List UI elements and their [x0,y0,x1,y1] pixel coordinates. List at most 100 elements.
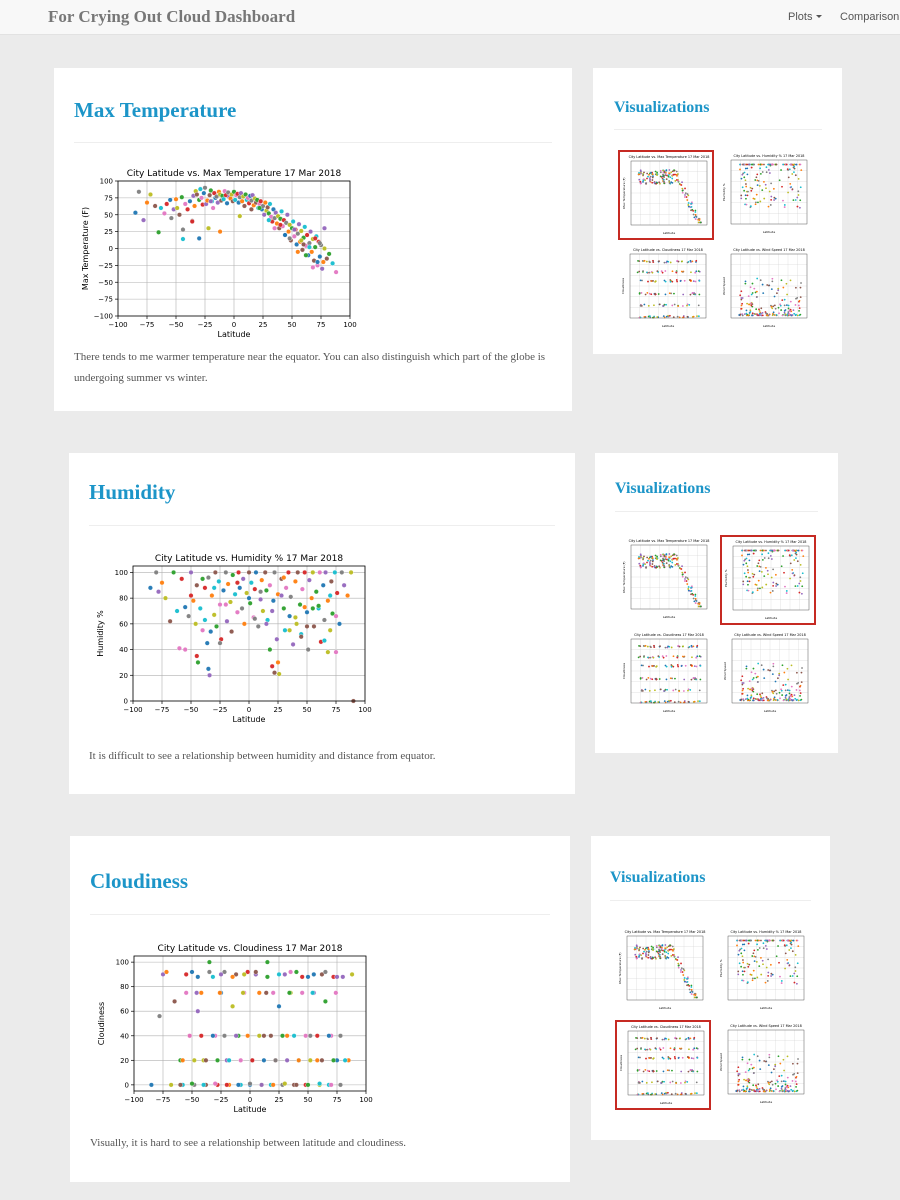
thumbnail-point [759,694,762,697]
thumbnail-point [668,553,671,555]
thumbnail-point [796,205,799,208]
thumbnail-point [746,173,749,176]
data-point [258,589,264,595]
section-heading: Cloudiness [90,869,189,893]
thumbnail-point [778,691,781,694]
thumbnail-point [649,677,652,680]
thumbnail-point [660,947,663,950]
thumbnail-point [796,1072,799,1074]
thumbnail-point [692,280,695,282]
thumbnail-point [741,683,744,686]
thumbnail-point [659,175,662,178]
data-point [274,636,280,642]
thumbnail-point [786,1076,789,1079]
comparison-link[interactable]: Comparison [840,11,900,23]
thumbnail-temperature[interactable]: City Latitude vs. Max Temperature 17 Mar… [619,535,715,625]
thumbnail-point [798,307,801,310]
thumbnail-chart: City Latitude vs. Cloudiness 17 Mar 2018… [621,248,707,328]
thumbnail-point [753,1053,756,1056]
cloudiness-card: Cloudiness City Latitude vs. Cloudiness … [70,836,570,1182]
thumbnail-point [738,314,741,316]
thumbnail-point [774,689,777,692]
thumbnail-point [680,962,682,965]
thumbnail-point [765,948,768,950]
thumbnail-cloudiness[interactable]: City Latitude vs. Cloudiness 17 Mar 2018… [619,629,715,719]
thumbnail-point [779,939,782,942]
thumbnail-point [694,602,697,604]
thumbnail-point [772,1089,775,1092]
thumbnail-point [677,665,679,668]
y-tick-label: 80 [120,983,129,991]
thumbnail-point [659,171,662,174]
thumbnail-humidity[interactable]: City Latitude vs. Humidity % 17 Mar 2018… [720,535,816,625]
thumbnail-point [690,986,693,988]
data-point [153,569,159,575]
thumbnail-point [643,303,646,306]
data-point [263,621,269,627]
thumbnail-wind[interactable]: City Latitude vs. Wind Speed 17 Mar 2018… [716,1020,812,1110]
thumbnail-point [638,555,640,558]
brand-title[interactable]: For Crying Out Cloud Dashboard [48,7,296,26]
thumbnail-humidity[interactable]: City Latitude vs. Humidity % 17 Mar 2018… [719,150,815,240]
data-point [212,1081,218,1087]
thumbnail-point [746,302,749,305]
thumbnail-point [668,169,671,171]
thumbnail-point [780,688,783,691]
thumbnail-point [669,279,672,281]
thumbnail-point [643,315,646,318]
thumbnail-point [742,959,744,961]
thumbnail-point [767,557,770,560]
thumbnail-point [748,553,751,556]
thumbnail-point [750,671,753,674]
data-point [225,581,231,587]
thumbnail-xlabel: Latitude [663,709,676,713]
thumbnail-point [745,1079,747,1082]
thumbnail-point [791,572,794,575]
data-point [132,210,138,216]
thumbnail-wind[interactable]: City Latitude vs. Wind Speed 17 Mar 2018… [720,629,816,719]
thumbnail-point [666,946,669,949]
data-point [267,582,273,588]
thumbnail-point [650,700,652,703]
data-point [282,971,288,977]
plots-dropdown[interactable]: Plots [788,11,823,23]
thumbnail-point [657,701,660,703]
thumbnail-point [788,1090,791,1092]
thumbnail-point [743,1078,746,1081]
thumbnail-point [687,202,690,204]
thumbnail-point [755,1089,758,1092]
thumbnail-point [790,554,793,557]
thumbnail-point [759,173,762,175]
thumbnail-point [783,298,786,301]
thumbnail-point [692,213,695,216]
thumbnail-point [758,939,760,942]
thumbnail-cloudiness[interactable]: City Latitude vs. Cloudiness 17 Mar 2018… [618,244,714,334]
thumbnail-point [775,163,778,166]
thumbnail-point [767,163,769,166]
thumbnail-point [772,939,775,942]
thumbnail-point [659,945,662,948]
thumbnail-wind[interactable]: City Latitude vs. Wind Speed 17 Mar 2018… [719,244,815,334]
thumbnail-point [737,1074,740,1077]
thumbnail-point [642,270,644,272]
thumbnail-humidity[interactable]: City Latitude vs. Humidity % 17 Mar 2018… [716,926,812,1016]
thumbnail-point [674,564,677,566]
thumbnail-temperature[interactable]: City Latitude vs. Max Temperature 17 Mar… [618,150,714,240]
thumbnail-cloudiness[interactable]: City Latitude vs. Cloudiness 17 Mar 2018… [615,1020,711,1110]
data-point [301,241,307,247]
thumbnail-temperature[interactable]: City Latitude vs. Max Temperature 17 Mar… [615,926,711,1016]
thumbnail-point [795,1083,798,1086]
thumbnail-point [751,312,754,315]
thumbnail-point [792,199,795,201]
thumbnail-point [649,178,651,181]
thumbnail-point [770,182,773,185]
thumbnail-point [748,1088,751,1091]
thumbnail-point [784,689,787,692]
thumbnail-point [693,665,696,667]
data-point [315,259,321,265]
thumbnail-point [684,1092,687,1095]
thumbnail-point [674,1036,677,1039]
thumbnail-point [793,574,796,577]
thumbnail-point [752,163,755,166]
thumbnail-point [770,1080,773,1083]
